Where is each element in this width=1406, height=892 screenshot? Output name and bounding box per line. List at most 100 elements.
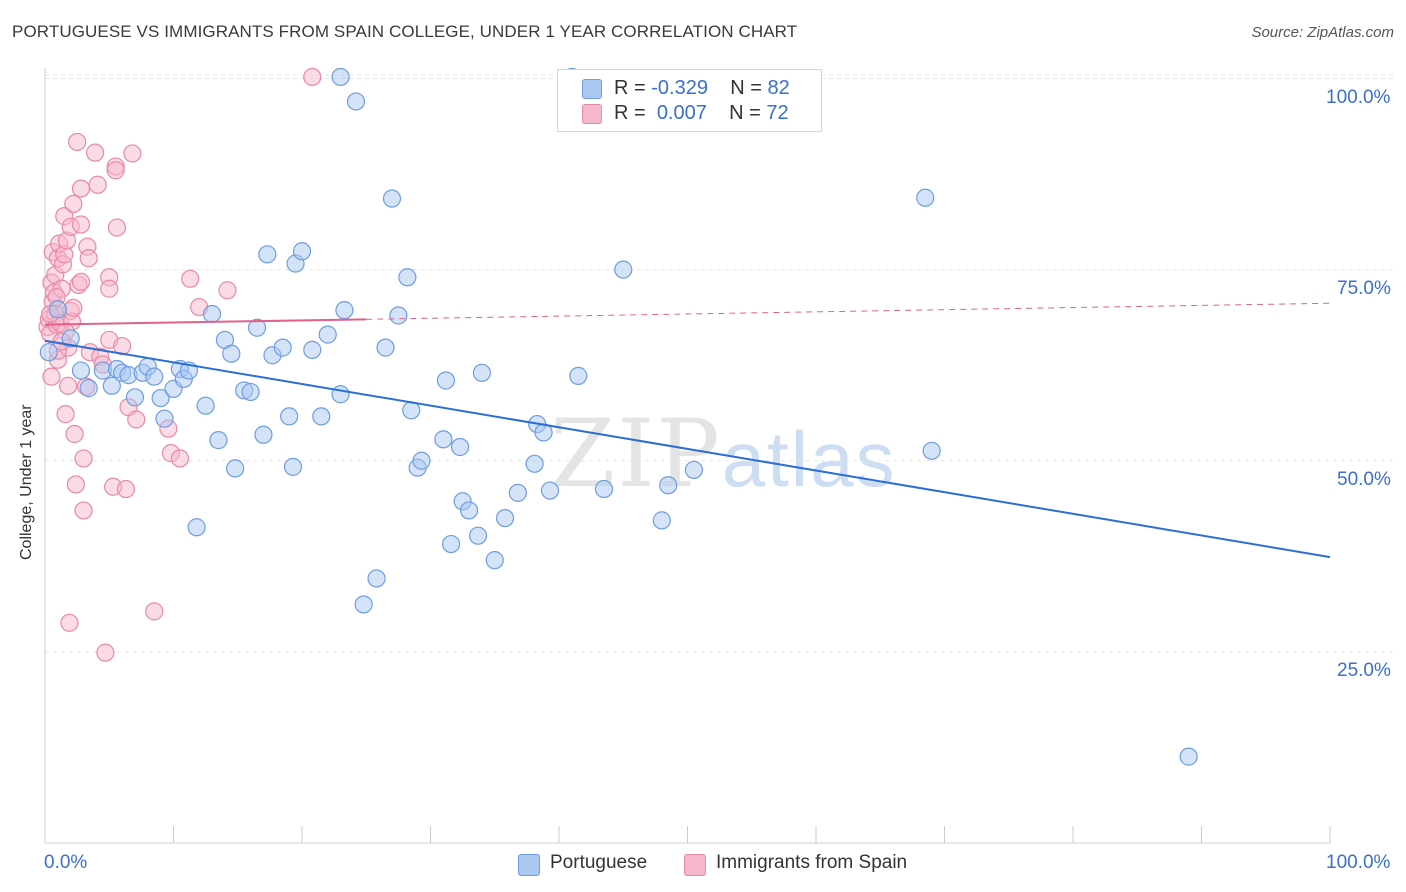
data-point: [59, 376, 78, 395]
data-point: [331, 67, 350, 87]
data-point: [382, 189, 402, 208]
data-point: [280, 407, 299, 426]
data-point: [459, 501, 479, 520]
series-portuguese: [39, 67, 1198, 766]
data-point: [594, 479, 614, 499]
data-point: [659, 476, 678, 495]
legend-label: Portuguese: [550, 852, 648, 873]
data-point: [441, 534, 461, 554]
data-point: [331, 385, 350, 404]
data-point: [86, 143, 105, 162]
data-point: [508, 483, 527, 502]
data-point: [540, 481, 560, 500]
n-label: N =: [729, 102, 761, 124]
data-point: [151, 388, 170, 408]
data-point: [292, 242, 312, 261]
data-point: [303, 340, 322, 359]
data-point: [127, 410, 146, 429]
series-legend: Portuguese Immigrants from Spain: [0, 850, 1406, 880]
data-point: [123, 144, 142, 163]
data-point: [303, 67, 322, 87]
n-label: N =: [730, 77, 762, 99]
data-point: [450, 437, 470, 457]
data-point: [145, 602, 164, 621]
data-point: [258, 245, 277, 264]
data-point: [1179, 747, 1198, 766]
data-point: [283, 457, 303, 476]
data-point: [66, 475, 85, 494]
data-point: [346, 92, 366, 111]
data-point: [96, 643, 115, 662]
data-point: [398, 268, 417, 287]
data-point: [614, 260, 633, 279]
y-tick-label: 25.0%: [1337, 660, 1391, 681]
r-value: -0.329: [651, 77, 708, 99]
series-immigrants-from-spain: [38, 67, 322, 662]
data-point: [376, 338, 395, 357]
data-point: [102, 376, 121, 395]
data-point: [209, 431, 228, 450]
y-tick-label: 75.0%: [1337, 278, 1391, 299]
watermark-zip: ZIP: [550, 400, 722, 509]
data-point: [71, 361, 91, 380]
data-point: [71, 215, 91, 234]
data-point: [202, 304, 222, 324]
grid: [45, 74, 1395, 653]
x-tick-label: 0.0%: [44, 852, 88, 873]
data-point: [79, 379, 98, 398]
data-point: [106, 161, 125, 180]
data-point: [79, 249, 98, 268]
data-point: [354, 595, 373, 614]
trend-lines: [44, 302, 1331, 559]
data-point: [226, 459, 245, 478]
legend-swatch-pink: [582, 104, 602, 124]
data-point: [922, 441, 941, 460]
data-point: [64, 194, 83, 213]
data-point: [155, 409, 174, 428]
n-value: 82: [767, 77, 790, 99]
correlation-legend: R = -0.329 N = 82 R = 0.007 N = 72: [557, 69, 822, 132]
data-point: [39, 343, 58, 362]
legend-label: Immigrants from Spain: [716, 852, 908, 873]
data-point: [652, 511, 671, 530]
data-point: [181, 269, 200, 288]
data-point: [916, 188, 935, 207]
y-tick-label: 100.0%: [1326, 87, 1391, 108]
trend-line-portuguese: [44, 339, 1331, 559]
data-point: [71, 179, 91, 198]
data-point: [56, 405, 75, 424]
data-point: [74, 449, 93, 468]
data-point: [318, 325, 337, 344]
data-point: [71, 272, 91, 291]
data-point: [74, 501, 93, 520]
data-point: [412, 451, 431, 470]
data-point: [100, 279, 119, 298]
watermark: ZIPatlas: [550, 400, 896, 509]
data-point: [569, 366, 588, 385]
data-point: [88, 175, 107, 194]
data-point: [170, 449, 190, 468]
data-point: [485, 551, 504, 570]
data-point: [436, 371, 456, 390]
axes: [44, 68, 1331, 844]
data-point: [389, 306, 408, 325]
r-label: R =: [614, 102, 646, 124]
r-label: R =: [614, 77, 646, 99]
y-axis-label: College, Under 1 year: [18, 404, 35, 560]
y-tick-label: 50.0%: [1337, 469, 1391, 490]
data-point: [434, 430, 453, 449]
data-point: [273, 338, 292, 357]
data-point: [312, 407, 331, 426]
trend-line-spain-dashed: [366, 302, 1331, 320]
x-tick-label: 100.0%: [1326, 852, 1391, 873]
data-point: [68, 132, 87, 152]
data-point: [42, 367, 61, 386]
data-point: [468, 526, 488, 545]
n-value: 72: [766, 102, 789, 124]
data-point: [241, 382, 260, 402]
data-point: [247, 318, 267, 337]
data-point: [60, 613, 79, 632]
data-point: [218, 281, 237, 300]
data-point: [125, 388, 145, 407]
